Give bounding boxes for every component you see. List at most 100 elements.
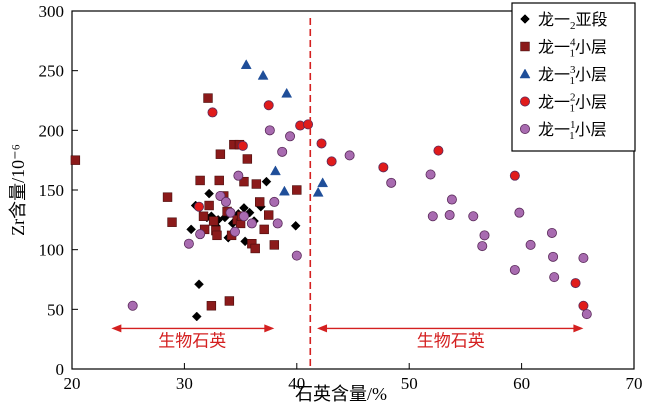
- data-point: [378, 162, 389, 173]
- series-1: [186, 176, 301, 322]
- data-point: [269, 240, 280, 250]
- axis-ticks: 20 30 40 50 60 70 0 50 100 150 200 250 300: [39, 2, 643, 393]
- data-point: [433, 145, 444, 156]
- y-tick-label: 0: [56, 360, 65, 379]
- data-point: [546, 227, 557, 238]
- arrow-head-left: [111, 324, 122, 333]
- data-point: [317, 177, 329, 188]
- arrow-head-left: [317, 324, 328, 333]
- data-point: [215, 149, 226, 159]
- data-point: [220, 196, 231, 207]
- data-point: [570, 278, 581, 289]
- data-point: [239, 176, 249, 187]
- data-point: [272, 218, 283, 229]
- data-point: [167, 217, 177, 227]
- legend-box: [511, 2, 636, 152]
- data-point: [291, 250, 302, 261]
- data-point: [198, 211, 209, 221]
- data-point: [237, 140, 248, 151]
- data-point: [251, 179, 262, 189]
- data-point: [578, 300, 589, 311]
- legend-marker: [519, 68, 531, 79]
- data-point: [548, 251, 559, 262]
- data-point: [207, 107, 218, 118]
- data-point: [257, 69, 269, 80]
- legend-label: 龙一2 1小层: [538, 92, 607, 115]
- data-point: [316, 138, 327, 149]
- legend-label: 龙一3 1小层: [538, 64, 607, 87]
- data-point: [261, 176, 272, 187]
- data-point: [303, 119, 314, 130]
- data-point: [183, 238, 194, 249]
- data-point: [326, 156, 337, 167]
- data-point: [214, 175, 224, 186]
- x-tick-label: 70: [626, 374, 643, 393]
- data-point: [259, 224, 269, 235]
- data-point: [479, 230, 490, 241]
- legend-marker: [520, 124, 531, 135]
- data-point: [514, 207, 525, 218]
- data-point: [195, 175, 205, 186]
- data-point: [425, 169, 436, 180]
- data-point: [427, 211, 438, 222]
- data-point: [225, 207, 236, 218]
- annotations: 生物石英 生物石英: [111, 18, 584, 369]
- data-point: [194, 201, 205, 212]
- data-point: [195, 229, 206, 240]
- annotation-label: 生物石英: [158, 331, 226, 351]
- data-point: [70, 155, 81, 165]
- data-point: [386, 177, 397, 188]
- data-point: [525, 239, 536, 250]
- x-tick-label: 40: [288, 374, 305, 393]
- legend-label: 龙一1 1小层: [538, 119, 607, 142]
- y-axis-label: Zr含量/10⁻⁶: [8, 144, 28, 236]
- data-point: [290, 220, 301, 231]
- y-tick-label: 250: [39, 62, 65, 81]
- data-point: [242, 154, 253, 164]
- data-point: [186, 224, 196, 235]
- data-point: [578, 253, 589, 264]
- data-point: [468, 211, 479, 222]
- data-point: [509, 170, 520, 181]
- data-point: [250, 243, 260, 254]
- arrow-head-right: [264, 324, 275, 333]
- data-point: [233, 170, 244, 181]
- series-4: [194, 100, 589, 311]
- data-point: [444, 210, 455, 221]
- data-point: [292, 185, 302, 195]
- y-tick-label: 50: [47, 300, 64, 319]
- data-point: [194, 279, 204, 290]
- data-point: [203, 93, 213, 103]
- data-points: [70, 59, 592, 322]
- x-tick-label: 50: [401, 374, 418, 393]
- y-tick-label: 150: [39, 181, 65, 200]
- data-point: [263, 100, 274, 111]
- data-point: [206, 301, 217, 311]
- arrow-head-right: [573, 324, 584, 333]
- data-point: [204, 188, 214, 199]
- y-tick-label: 200: [39, 121, 65, 140]
- x-tick-label: 30: [176, 374, 193, 393]
- legend-label: 龙一2亚段: [538, 10, 608, 32]
- data-point: [446, 194, 457, 205]
- series-5: [127, 125, 592, 320]
- data-point: [224, 296, 235, 306]
- legend-marker: [520, 41, 530, 52]
- data-point: [279, 185, 290, 196]
- y-tick-label: 300: [39, 2, 65, 21]
- data-point: [229, 226, 240, 237]
- legend-marker: [520, 14, 530, 24]
- legend-label: 龙一4 1小层: [538, 37, 607, 60]
- data-point: [264, 125, 275, 136]
- data-point: [270, 165, 281, 176]
- data-point: [204, 200, 214, 211]
- data-point: [255, 197, 265, 207]
- data-point: [581, 309, 592, 320]
- data-point: [127, 300, 138, 311]
- x-axis-label: 石英含量/%: [295, 384, 387, 404]
- data-point: [246, 218, 257, 229]
- data-point: [312, 186, 324, 197]
- legend-marker: [520, 96, 531, 107]
- data-point: [238, 211, 249, 222]
